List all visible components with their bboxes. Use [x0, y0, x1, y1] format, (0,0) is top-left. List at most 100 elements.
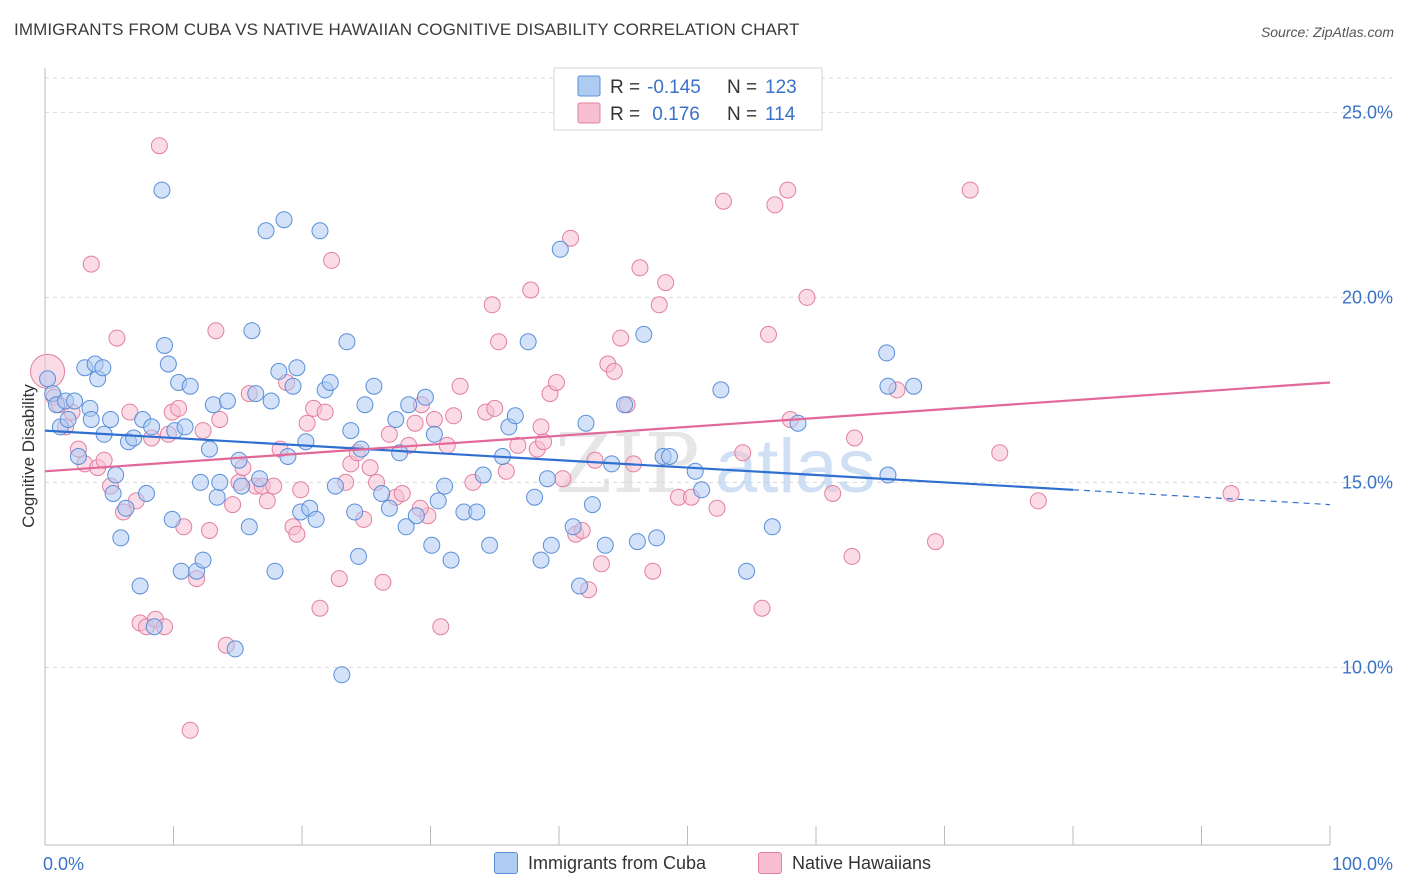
data-point-cuba	[628, 533, 646, 551]
data-point-native-hawaiians	[631, 259, 649, 277]
data-point-cuba	[39, 370, 57, 388]
data-point-cuba	[125, 429, 143, 447]
data-point-native-hawaiians	[497, 462, 515, 480]
data-point-cuba	[878, 344, 896, 362]
data-point-cuba	[233, 477, 251, 495]
legend-cuba-swatch	[494, 852, 518, 874]
data-point-native-hawaiians	[1029, 492, 1047, 510]
grid-lines	[45, 77, 1392, 668]
data-point-native-hawaiians	[843, 547, 861, 565]
data-point-cuba	[571, 577, 589, 595]
legend-blue-n-label: N =	[727, 77, 757, 98]
legend-item-hawaiians: Native Hawaiians	[758, 852, 931, 874]
data-point-cuba	[387, 411, 405, 428]
data-point-native-hawaiians	[121, 403, 139, 421]
legend-hawaiians-swatch	[758, 852, 782, 874]
data-point-native-hawaiians	[486, 399, 504, 417]
axes: 10.0% 15.0% 20.0% 25.0% 0.0% 100.0%	[43, 68, 1393, 874]
data-point-cuba	[481, 536, 499, 554]
data-point-native-hawaiians	[522, 281, 540, 299]
data-point-native-hawaiians	[323, 251, 341, 269]
data-point-native-hawaiians	[734, 444, 752, 462]
data-point-cuba	[416, 388, 434, 406]
data-point-cuba	[145, 618, 163, 636]
data-point-cuba	[131, 577, 149, 595]
data-point-cuba	[104, 485, 122, 502]
data-point-native-hawaiians	[445, 407, 463, 425]
data-point-native-hawaiians	[657, 274, 675, 292]
data-point-cuba	[879, 377, 897, 395]
data-point-cuba	[338, 333, 356, 351]
data-point-native-hawaiians	[759, 325, 777, 343]
data-point-native-hawaiians	[714, 192, 732, 210]
data-point-cuba	[519, 333, 537, 351]
legend-pink-r-value: 0.176	[647, 104, 700, 125]
legend-blue-n-value: 123	[765, 77, 797, 98]
data-point-native-hawaiians	[288, 525, 306, 543]
x-tick-label: 0.0%	[43, 854, 84, 874]
data-point-native-hawaiians	[824, 485, 842, 502]
data-point-cuba	[407, 507, 425, 525]
trend-lines	[44, 381, 1331, 506]
data-point-cuba	[380, 499, 398, 517]
data-point-cuba	[297, 433, 315, 451]
data-point-cuba	[468, 503, 486, 521]
data-point-cuba	[69, 448, 87, 465]
data-point-cuba	[616, 396, 634, 414]
legend-series: Immigrants from Cuba Native Hawaiians	[0, 852, 1406, 878]
data-point-native-hawaiians	[150, 137, 168, 155]
data-point-native-hawaiians	[846, 429, 864, 447]
data-point-cuba	[251, 470, 269, 488]
data-point-native-hawaiians	[82, 255, 100, 273]
data-point-cuba	[143, 418, 161, 436]
data-point-native-hawaiians	[798, 288, 816, 306]
data-point-cuba	[59, 411, 77, 428]
data-point-cuba	[159, 355, 177, 373]
data-point-cuba	[226, 640, 244, 658]
data-point-native-hawaiians	[490, 333, 508, 351]
data-point-native-hawaiians	[330, 570, 348, 588]
data-point-native-hawaiians	[547, 374, 565, 391]
data-point-native-hawaiians	[766, 196, 784, 214]
data-point-cuba	[538, 470, 556, 488]
data-point-cuba	[66, 392, 84, 410]
legend-blue-swatch	[577, 75, 601, 97]
data-point-cuba	[648, 529, 666, 547]
data-point-native-hawaiians	[438, 436, 456, 454]
data-point-cuba	[425, 425, 443, 443]
data-point-cuba	[474, 466, 492, 484]
data-point-native-hawaiians	[753, 599, 771, 617]
data-point-cuba	[879, 466, 897, 484]
data-point-native-hawaiians	[650, 296, 668, 314]
data-point-native-hawaiians	[532, 418, 550, 436]
data-point-cuba	[163, 510, 181, 528]
data-point-native-hawaiians	[393, 485, 411, 502]
data-point-cuba	[270, 362, 288, 380]
y-axis-label: Cognitive Disability	[19, 384, 38, 528]
y-tick-label: 25.0%	[1342, 102, 1393, 122]
source-label: Source: ZipAtlas.com	[1260, 24, 1394, 40]
data-point-cuba	[373, 485, 391, 502]
data-point-native-hawaiians	[170, 399, 188, 417]
data-point-cuba	[218, 392, 236, 410]
data-point-native-hawaiians	[483, 296, 501, 314]
data-point-cuba	[266, 562, 284, 580]
data-point-cuba	[311, 222, 329, 240]
data-point-cuba	[542, 536, 560, 554]
data-point-cuba	[429, 492, 447, 510]
data-point-cuba	[181, 377, 199, 395]
data-point-cuba	[94, 359, 112, 377]
data-point-cuba	[532, 551, 550, 569]
data-point-cuba	[138, 485, 156, 502]
data-point-cuba	[346, 503, 364, 521]
data-point-cuba	[307, 510, 325, 528]
data-point-cuba	[194, 551, 212, 569]
data-point-native-hawaiians	[361, 459, 379, 477]
data-point-native-hawaiians	[311, 599, 329, 617]
data-point-native-hawaiians	[612, 329, 630, 347]
data-point-cuba	[400, 396, 418, 414]
data-point-cuba	[661, 448, 679, 465]
legend-pink-n-label: N =	[727, 104, 757, 125]
data-point-cuba	[596, 536, 614, 554]
data-point-native-hawaiians	[108, 329, 126, 347]
